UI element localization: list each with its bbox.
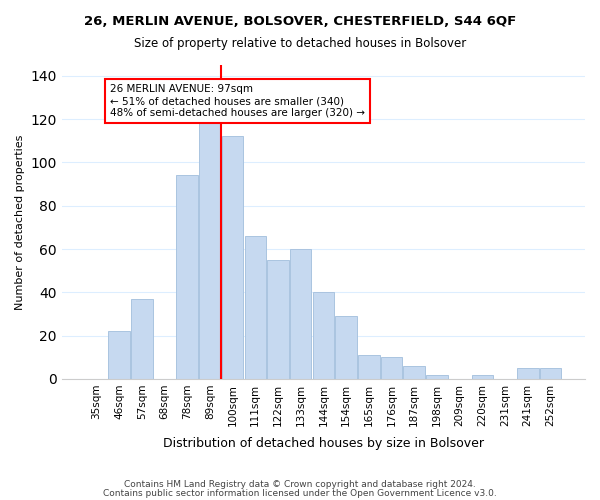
Y-axis label: Number of detached properties: Number of detached properties <box>15 134 25 310</box>
Bar <box>267 260 289 379</box>
Bar <box>517 368 539 379</box>
Bar <box>539 368 561 379</box>
Bar <box>290 249 311 379</box>
Text: Size of property relative to detached houses in Bolsover: Size of property relative to detached ho… <box>134 38 466 51</box>
Bar <box>222 136 244 379</box>
Bar <box>245 236 266 379</box>
Bar <box>335 316 357 379</box>
Bar <box>472 374 493 379</box>
X-axis label: Distribution of detached houses by size in Bolsover: Distribution of detached houses by size … <box>163 437 484 450</box>
Bar <box>313 292 334 379</box>
Bar <box>108 332 130 379</box>
Bar <box>381 358 402 379</box>
Bar <box>358 355 380 379</box>
Text: 26 MERLIN AVENUE: 97sqm
← 51% of detached houses are smaller (340)
48% of semi-d: 26 MERLIN AVENUE: 97sqm ← 51% of detache… <box>110 84 365 117</box>
Bar <box>131 299 152 379</box>
Text: 26, MERLIN AVENUE, BOLSOVER, CHESTERFIELD, S44 6QF: 26, MERLIN AVENUE, BOLSOVER, CHESTERFIEL… <box>84 15 516 28</box>
Bar <box>199 124 221 379</box>
Bar <box>176 176 198 379</box>
Text: Contains HM Land Registry data © Crown copyright and database right 2024.: Contains HM Land Registry data © Crown c… <box>124 480 476 489</box>
Text: Contains public sector information licensed under the Open Government Licence v3: Contains public sector information licen… <box>103 488 497 498</box>
Bar <box>403 366 425 379</box>
Bar <box>426 374 448 379</box>
